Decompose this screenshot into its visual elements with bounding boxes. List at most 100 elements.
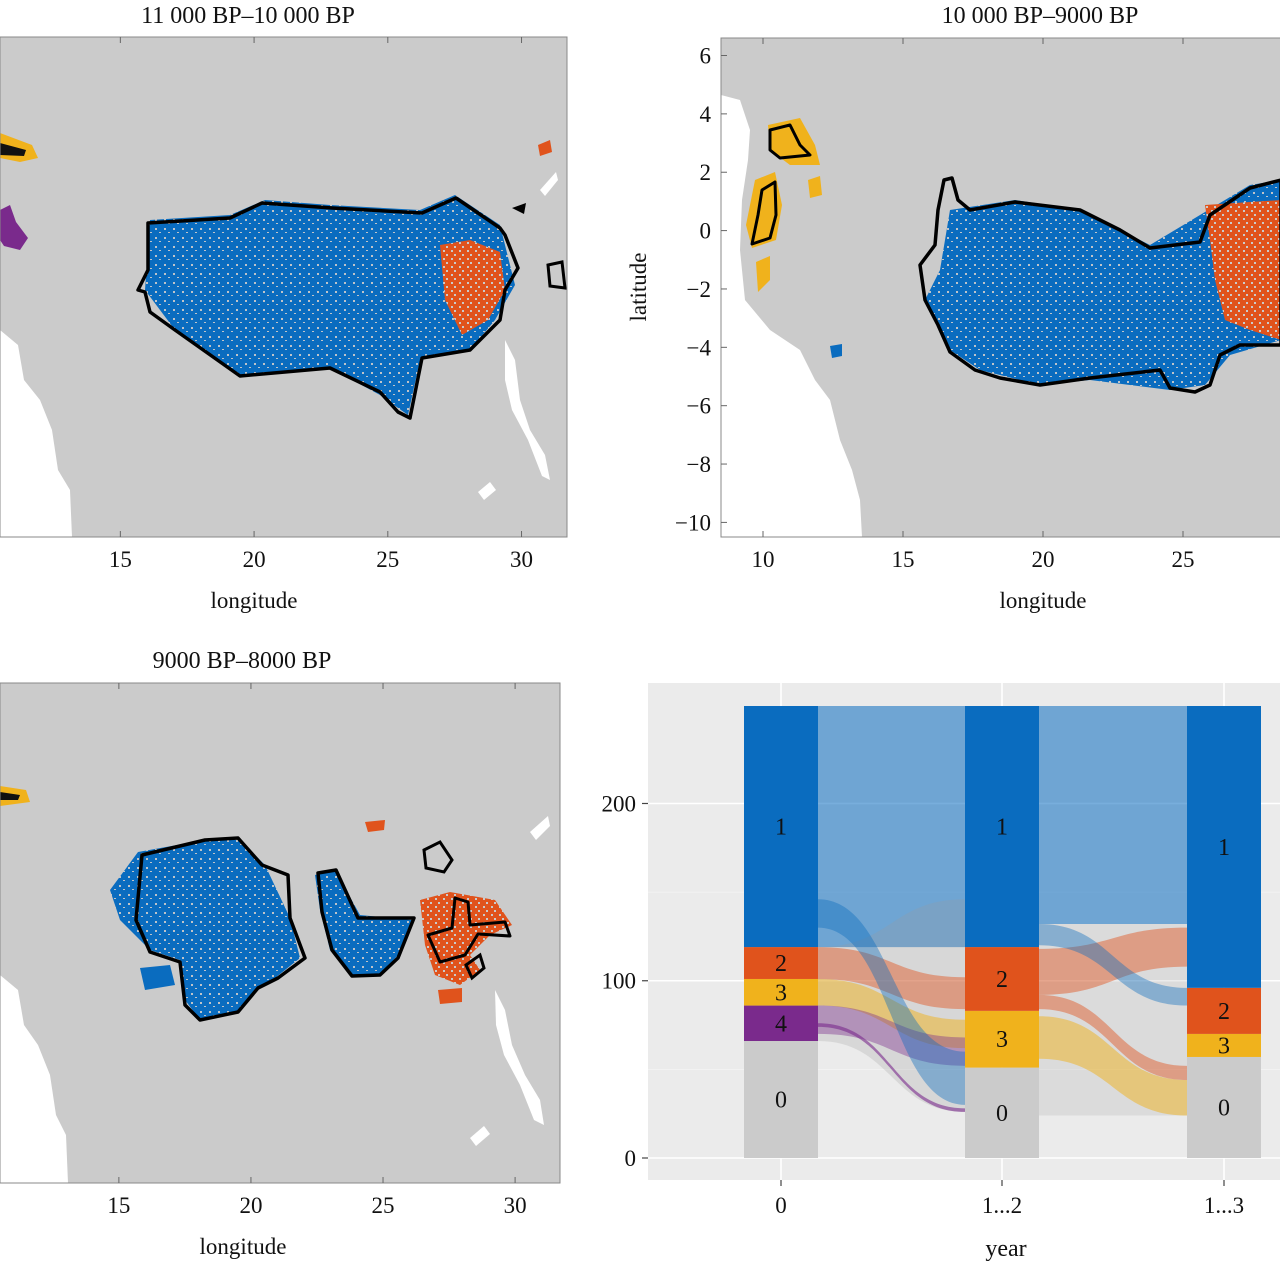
alluvial-stratum-label: 3 (775, 980, 787, 1006)
map-a-lake-victoria (540, 172, 558, 196)
map-b-ytick-label: 6 (700, 44, 712, 69)
map-a-region-4 (0, 205, 28, 250)
map-c-boundary-2 (426, 896, 512, 964)
map-b-boundary-3-north (768, 123, 812, 160)
map-b-ytick-label: 0 (700, 219, 712, 244)
map-a-xlabel: longitude (211, 588, 298, 613)
map-panel-b: 10 000 BP–9000 BP 10 15 20 256420−2−4−6−8−1… (626, 3, 1280, 613)
alluvial-ytick-label: 200 (602, 791, 637, 816)
map-b-title: 10 000 BP–9000 BP (942, 3, 1139, 29)
map-b-region-1-patch (830, 344, 842, 358)
map-a-ocean (0, 330, 72, 537)
alluvial-stratum-label: 1 (775, 815, 787, 841)
alluvial-xtick-label: 1...2 (982, 1193, 1022, 1218)
map-a-boundary-1 (136, 196, 520, 420)
alluvial-stratum-label: 2 (775, 951, 787, 977)
map-c-region-1-west (110, 840, 300, 1020)
map-b-ytick-label: 4 (700, 102, 712, 127)
map-c-region-3-core (0, 792, 20, 800)
map-a-axes: 15 20 25 30 (109, 37, 533, 572)
map-b-xtick-label: 15 (892, 547, 915, 572)
alluvial-stratum-label: 1 (1218, 835, 1230, 861)
map-b-region-1 (925, 180, 1280, 390)
map-c-lake-victoria (530, 816, 550, 840)
map-b-ytick-label: −8 (687, 452, 711, 477)
alluvial-stratum-label: 1 (996, 815, 1008, 841)
alluvial-stratum-label: 3 (996, 1027, 1008, 1053)
alluvial-flow (818, 1023, 965, 1112)
map-a-lake-tanganyika (505, 340, 550, 480)
alluvial-stratum-label: 4 (775, 1011, 787, 1037)
map-c-boundary-1-west (134, 836, 307, 1022)
map-b-ytick-label: −10 (675, 510, 711, 535)
map-c-xlabel: longitude (200, 1234, 287, 1259)
alluvial-flows (818, 706, 1187, 1116)
map-b-ytick-label: −6 (687, 394, 711, 419)
alluvial-stratum-label: 0 (996, 1101, 1008, 1127)
alluvial-stratum-label: 2 (1218, 999, 1230, 1025)
map-c-axes: 15 20 25 30 (107, 683, 527, 1218)
alluvial-flow (818, 899, 965, 1105)
alluvial-stratum-label: 2 (996, 967, 1008, 993)
map-b-ytick-label: −2 (687, 277, 711, 302)
alluvial-flow (1039, 706, 1187, 925)
map-b-ocean (721, 95, 862, 537)
map-b-boundary-1 (918, 176, 1280, 394)
map-c-xtick-label: 15 (107, 1193, 130, 1218)
alluvial-stratum-0 (1187, 1056, 1261, 1158)
alluvial-flow (1039, 924, 1187, 1116)
alluvial-stacks: 0 4 3 2 1 0 3 2 1 0 3 2 1 (744, 706, 1261, 1158)
map-b-ytick-label: −4 (687, 335, 712, 360)
alluvial-flow (818, 1005, 965, 1066)
map-a-region-2 (440, 240, 505, 335)
map-c-boundary-2-north (422, 840, 454, 874)
map-b-region-2 (1205, 200, 1280, 340)
alluvial-flow (1039, 927, 1187, 995)
map-c-region-1-patch (140, 965, 175, 990)
map-a-plot (0, 37, 567, 537)
alluvial-stratum-1 (965, 706, 1039, 948)
map-a-xtick-label: 20 (243, 547, 266, 572)
alluvial-stratum-1 (744, 706, 818, 948)
map-c-region-2-patch-2 (365, 820, 385, 832)
map-b-xtick-label: 10 (752, 547, 775, 572)
map-b-plot (721, 38, 1280, 537)
alluvial-ytick-label: 100 (602, 969, 637, 994)
map-b-boundary-3-south (750, 180, 778, 246)
alluvial-stratum-1 (1187, 706, 1261, 988)
alluvial-xlabel: year (985, 1236, 1026, 1262)
alluvial-flow (818, 706, 965, 948)
map-b-region-3-patch-2 (808, 176, 822, 198)
alluvial-flow (1039, 924, 1187, 1006)
alluvial-panel: 0 4 3 2 1 0 3 2 1 0 3 2 1 0 100 200 0 1...2 1...3 year (602, 683, 1280, 1262)
map-c-xtick-label: 30 (504, 1193, 527, 1218)
map-b-xtick-label: 20 (1032, 547, 1055, 572)
map-a-lake-malawi (478, 482, 496, 500)
map-c-lake-malawi (470, 1126, 490, 1146)
map-c-xtick-label: 20 (239, 1193, 262, 1218)
alluvial-stratum-2 (1187, 987, 1261, 1034)
map-c-frame (0, 682, 561, 1184)
alluvial-stratum-2 (744, 947, 818, 979)
map-b-ylabel: latitude (626, 253, 651, 322)
alluvial-stratum-label: 0 (775, 1088, 787, 1114)
map-c-region-1-east (315, 870, 412, 975)
alluvial-flow (1039, 1016, 1187, 1116)
map-b-frame (720, 37, 1280, 538)
alluvial-xtick-label: 0 (775, 1193, 787, 1218)
map-panel-a: 11 000 BP–10 000 BP 15 20 25 30 longitude (0, 3, 568, 613)
map-b-region-3-patch (756, 256, 770, 292)
map-a-xtick-label: 30 (510, 547, 533, 572)
alluvial-flow (818, 947, 965, 1010)
alluvial-flow (1039, 994, 1187, 1081)
alluvial-xtick-label: 1...3 (1204, 1193, 1244, 1218)
alluvial-flow (818, 978, 965, 1049)
alluvial-stratum-label: 0 (1218, 1095, 1230, 1121)
map-c-ocean (0, 975, 68, 1183)
map-c-plot (0, 683, 560, 1183)
map-a-region-2-patch (538, 140, 552, 156)
map-a-xtick-label: 25 (376, 547, 399, 572)
map-b-xtick-label: 25 (1172, 547, 1195, 572)
